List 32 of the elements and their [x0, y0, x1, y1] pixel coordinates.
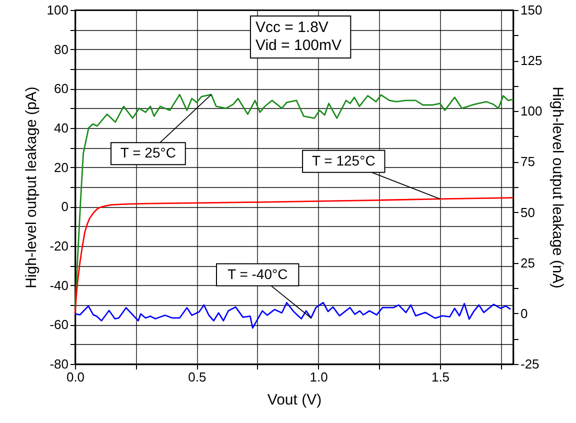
series-label: T = 25°C	[120, 144, 176, 161]
y-tick-label: -20	[50, 238, 68, 254]
series-label: T = -40°C	[227, 266, 288, 282]
x-axis-title: Vout (V)	[267, 392, 322, 408]
y-tick-label: 20	[54, 160, 68, 175]
x-tick-label: 0.0	[66, 370, 85, 384]
y2-axis-title: High-level output leakage (nA)	[549, 86, 566, 288]
x-tick-label: 0.5	[188, 370, 206, 384]
x-tick-label: 1.0	[310, 370, 328, 384]
line-series	[74, 197, 514, 314]
y2-tick-label: 100	[520, 104, 542, 119]
y-tick-label: 80	[54, 42, 68, 57]
y-tick-label: 60	[54, 81, 68, 96]
y-tick-label: 40	[54, 120, 68, 136]
y2-tick-label: 50	[520, 204, 535, 220]
y2-tick-label: 125	[520, 53, 542, 68]
x-tick-label: 1.5	[431, 370, 450, 384]
y2-tick-label: 150	[520, 2, 542, 18]
y-axis-title: High-level output leakage (pA)	[22, 86, 40, 288]
y2-tick-label: 75	[520, 154, 535, 170]
y2-tick-label: 0	[520, 306, 528, 321]
annotation: Vcc = 1.8V	[255, 19, 328, 36]
y2-tick-label: -25	[520, 356, 540, 372]
text: T = 125°C	[312, 152, 376, 168]
y2-tick-label: 25	[520, 255, 535, 270]
line-series	[74, 302, 512, 329]
y-tick-label: -60	[50, 317, 68, 332]
annotation: Vid = 100mV	[255, 37, 342, 54]
y-tick-label: -40	[50, 278, 68, 293]
y-tick-label: -80	[50, 356, 68, 372]
y-tick-label: 0	[61, 199, 68, 214]
y-tick-label: 100	[46, 2, 68, 18]
